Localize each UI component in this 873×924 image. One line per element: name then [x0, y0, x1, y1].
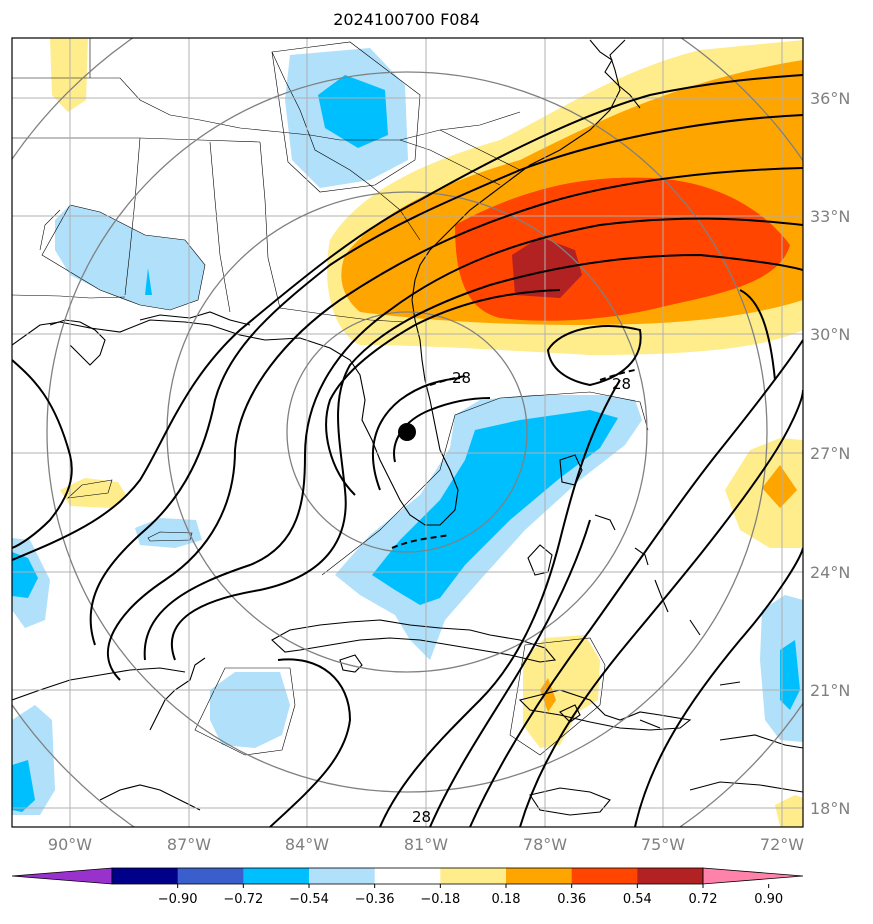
colorbar-segment [177, 868, 244, 884]
lat-label: 36°N [810, 89, 850, 108]
latitude-labels: 36°N 33°N 30°N 27°N 24°N 21°N 18°N [810, 89, 850, 818]
storm-center-marker [398, 423, 416, 441]
lat-label: 33°N [810, 207, 850, 226]
lat-label: 30°N [810, 325, 850, 344]
colorbar-extend-high [702, 867, 804, 885]
lat-label: 18°N [810, 799, 850, 818]
colorbar-tick-label: −0.72 [223, 892, 263, 907]
colorbar-segment [112, 868, 179, 884]
colorbar-segment [243, 868, 310, 884]
colorbar-tick-label: 0.54 [623, 892, 652, 907]
colorbar-tick-label: −0.18 [420, 892, 460, 907]
contour-label: 28 [612, 375, 631, 393]
lat-label: 27°N [810, 444, 850, 463]
colorbar-segment [637, 868, 704, 884]
lon-label: 84°W [285, 835, 329, 854]
lat-label: 24°N [810, 563, 850, 582]
graticule [12, 38, 803, 827]
colorbar-tick-label: 0.18 [492, 892, 521, 907]
dashed-contours [391, 369, 636, 549]
colorbar-frame [111, 867, 704, 885]
colorbar-segment [506, 868, 573, 884]
colorbar-tick-label: −0.36 [355, 892, 395, 907]
colorbar-segment [374, 868, 441, 884]
longitude-labels: 90°W 87°W 84°W 81°W 78°W 75°W 72°W [48, 835, 804, 854]
state-borders [12, 38, 521, 323]
lon-label: 90°W [48, 835, 92, 854]
map-title: 2024100700 F084 [333, 10, 480, 29]
colorbar-segment [571, 868, 638, 884]
lon-label: 75°W [641, 835, 685, 854]
lon-label: 81°W [404, 835, 448, 854]
colorbar-tick-label: 0.36 [557, 892, 586, 907]
colorbar-tick-label: −0.90 [158, 892, 198, 907]
colorbar-segment [309, 868, 376, 884]
contour-label: 28 [412, 808, 431, 826]
colorbar: −0.90 −0.72 −0.54 −0.36 −0.18 0.18 0.36 0.54 0.7… [11, 867, 804, 907]
colorbar-tick-label: 0.90 [754, 892, 783, 907]
lon-label: 72°W [760, 835, 804, 854]
height-contours [12, 74, 803, 827]
lon-label: 87°W [167, 835, 211, 854]
colorbar-extend-low [11, 867, 113, 885]
contour-label: 28 [452, 369, 471, 387]
lon-label: 78°W [523, 835, 567, 854]
colorbar-segment [440, 868, 507, 884]
colorbar-tick-label: −0.54 [289, 892, 329, 907]
colorbar-tick-label: 0.72 [689, 892, 718, 907]
lat-label: 21°N [810, 681, 850, 700]
map-frame [11, 37, 804, 828]
